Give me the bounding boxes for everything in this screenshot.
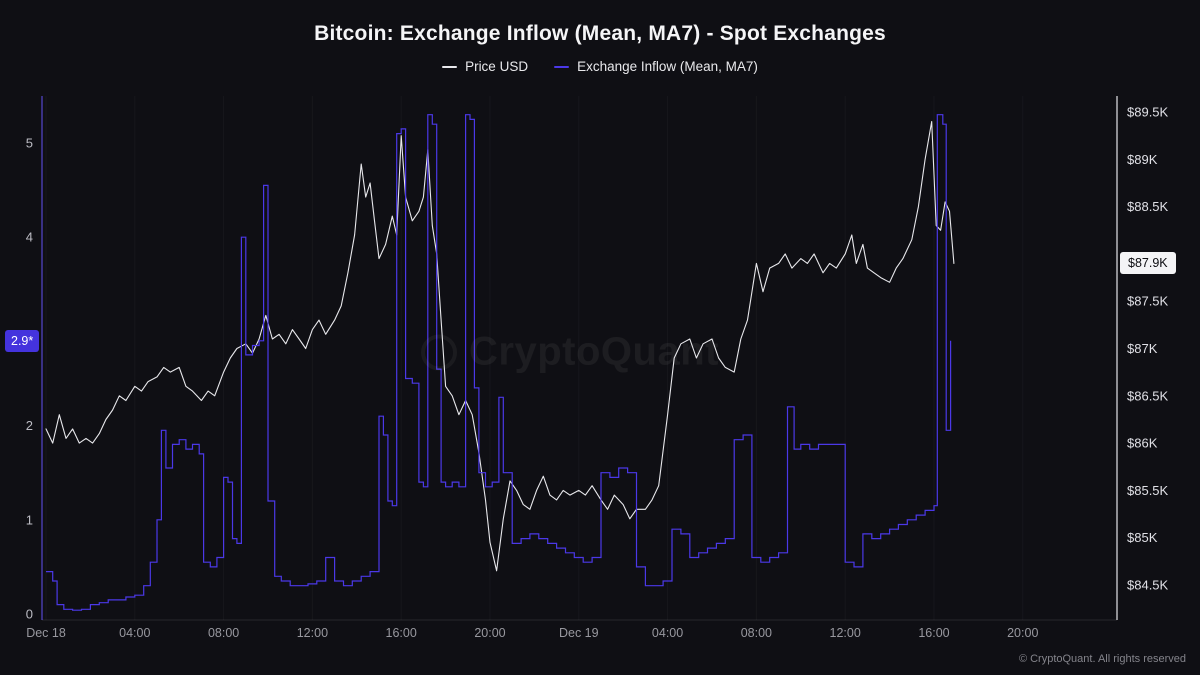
x-axis-tick-label: 12:00 <box>297 626 328 640</box>
inflow-line-series[interactable] <box>46 114 952 611</box>
right-axis-tick-label: $87K <box>1127 341 1158 356</box>
x-axis-tick-label: 08:00 <box>741 626 772 640</box>
left-axis-tick-label: 2 <box>26 418 33 433</box>
right-axis-tick-label: $86K <box>1127 436 1158 451</box>
right-axis-tick-label: $89.5K <box>1127 105 1169 120</box>
right-axis-tick-label: $88.5K <box>1127 199 1169 214</box>
price-line-series[interactable] <box>45 120 955 572</box>
price-current-value-badge: $87.9K <box>1120 252 1176 275</box>
x-axis-tick-label: 16:00 <box>386 626 417 640</box>
x-axis-tick-label: 16:00 <box>918 626 949 640</box>
right-axis-tick-label: $89K <box>1127 152 1158 167</box>
inflow-current-value-badge: 2.9* <box>5 329 40 352</box>
right-axis-tick-label: $87.5K <box>1127 294 1169 309</box>
legend: Price USD Exchange Inflow (Mean, MA7) <box>0 59 1200 74</box>
x-axis-tick-label: 04:00 <box>119 626 150 640</box>
x-axis-tick-label: 12:00 <box>830 626 861 640</box>
left-axis-tick-label: 4 <box>26 230 33 245</box>
right-axis-tick-label: $85.5K <box>1127 483 1169 498</box>
x-axis-tick-label: 04:00 <box>652 626 683 640</box>
chart-title: Bitcoin: Exchange Inflow (Mean, MA7) - S… <box>314 22 886 45</box>
x-axis-tick-label: 20:00 <box>474 626 505 640</box>
legend-label: Exchange Inflow (Mean, MA7) <box>577 59 758 74</box>
x-axis-tick-label: 20:00 <box>1007 626 1038 640</box>
legend-label: Price USD <box>465 59 529 74</box>
price-usd-line-marker-icon <box>442 65 458 68</box>
copyright-notice: © CryptoQuant. All rights reserved <box>1018 653 1186 665</box>
right-axis-tick-label: $85K <box>1127 530 1158 545</box>
left-axis-tick-label: 5 <box>26 136 33 151</box>
exchange-inflow-line-marker-icon <box>554 65 570 68</box>
x-axis-tick-label: Dec 18 <box>26 626 66 640</box>
x-axis-tick-label: Dec 19 <box>559 626 599 640</box>
x-axis-tick-label: 08:00 <box>208 626 239 640</box>
left-axis-tick-label: 1 <box>26 512 33 527</box>
legend-item-price-usd[interactable]: Price USD <box>442 59 528 74</box>
legend-item-exchange-inflow[interactable]: Exchange Inflow (Mean, MA7) <box>554 59 758 74</box>
left-axis-tick-label: 0 <box>26 607 33 622</box>
right-axis-tick-label: $86.5K <box>1127 388 1169 403</box>
right-axis-tick-label: $84.5K <box>1127 578 1169 593</box>
